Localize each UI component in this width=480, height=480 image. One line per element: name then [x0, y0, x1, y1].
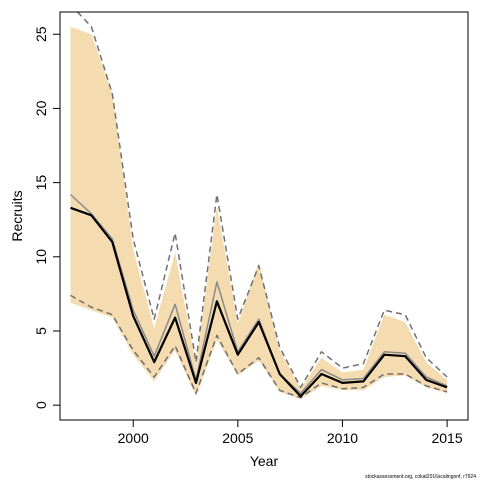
x-axis: 2000 2005 2010 2015: [118, 420, 463, 446]
y-axis-label: Recruits: [9, 190, 25, 241]
y-axis: 0 5 10 15 20 25: [33, 26, 60, 409]
x-tick-label: 2015: [431, 430, 462, 446]
x-tick-label: 2005: [222, 430, 253, 446]
credit-text: stockassessment.org, cokat2016scalingonf…: [365, 474, 476, 480]
confidence-band: [70, 26, 448, 400]
x-tick-label: 2010: [327, 430, 358, 446]
y-tick-label: 5: [33, 327, 49, 335]
plot-frame: [59, 11, 469, 421]
plot-layer: [69, 12, 448, 400]
upper-bound-line: [76, 12, 448, 389]
y-tick-label: 25: [33, 26, 49, 42]
y-tick-label: 20: [33, 100, 49, 116]
alternate-estimate-line: [69, 193, 448, 395]
recruits-estimate-line: [70, 206, 448, 398]
lower-bound-line: [70, 294, 448, 399]
y-tick-label: 10: [33, 249, 49, 265]
x-axis-label: Year: [250, 453, 279, 469]
y-tick-label: 15: [33, 175, 49, 191]
y-tick-label: 0: [33, 401, 49, 409]
x-tick-label: 2000: [118, 430, 149, 446]
